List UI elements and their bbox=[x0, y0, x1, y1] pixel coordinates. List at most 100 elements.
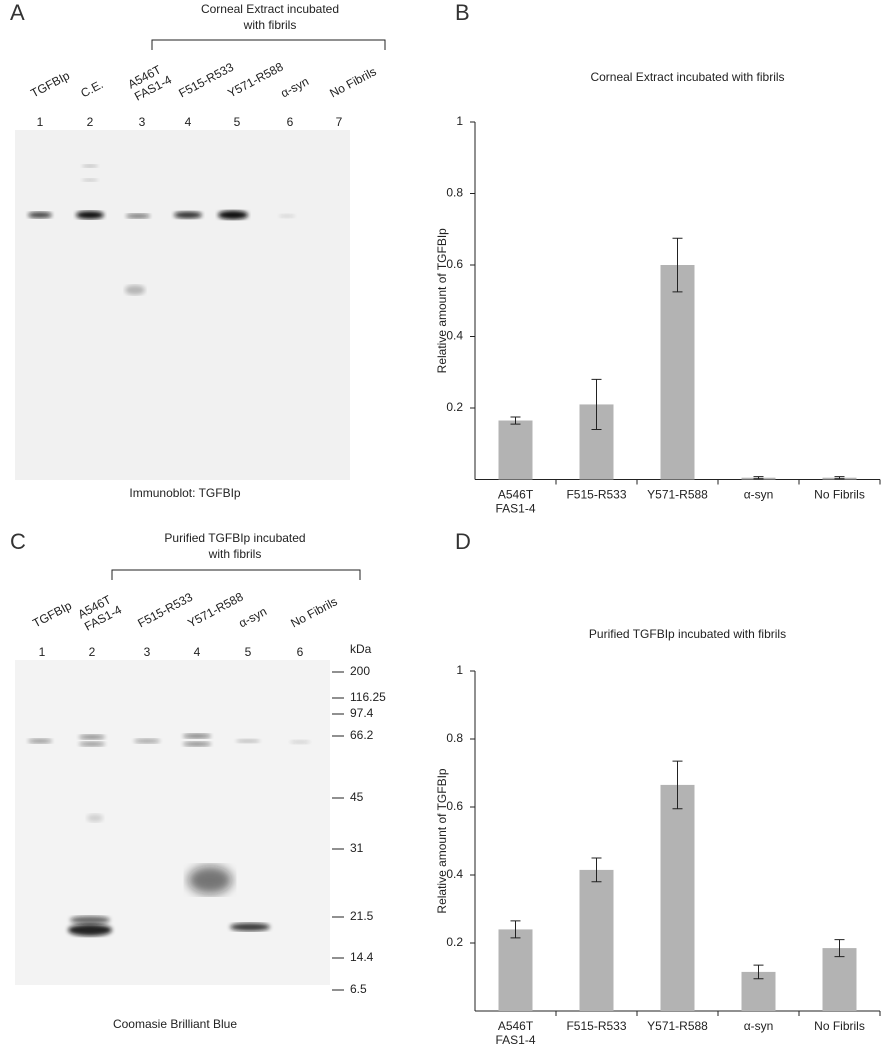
marker-label: 6.5 bbox=[350, 982, 367, 996]
lane-label: Y571-R588 bbox=[185, 589, 245, 630]
bar bbox=[660, 265, 695, 480]
panel-letter: D bbox=[455, 529, 471, 554]
lane-number: 5 bbox=[234, 115, 241, 129]
gel-band bbox=[174, 211, 202, 219]
lane-number: 3 bbox=[139, 115, 146, 129]
lane-label: A546TFAS1-4 bbox=[126, 60, 175, 103]
bracket bbox=[151, 39, 386, 50]
error-bar bbox=[753, 476, 764, 480]
error-bar bbox=[510, 920, 521, 939]
error-bar bbox=[834, 939, 845, 958]
lane-number: 3 bbox=[144, 645, 151, 659]
gel-band bbox=[79, 741, 105, 747]
gel-band bbox=[279, 214, 295, 218]
marker-unit: kDa bbox=[350, 642, 372, 656]
x-tick-label: α-syn bbox=[744, 1019, 774, 1033]
bar bbox=[498, 929, 533, 1011]
chart-title: Corneal Extract incubated with fibrils bbox=[590, 70, 784, 84]
chart-title: Purified TGFBIp incubated with fibrils bbox=[589, 627, 786, 641]
x-tick-label: Y571-R588 bbox=[647, 1019, 708, 1033]
gel-band bbox=[125, 285, 145, 295]
panel-letter: A bbox=[10, 0, 25, 25]
y-tick-label: 0.4 bbox=[446, 867, 463, 881]
marker-label: 31 bbox=[350, 841, 364, 855]
lane-label: α-syn bbox=[236, 604, 269, 630]
gel-band bbox=[76, 211, 104, 219]
gel-band bbox=[70, 916, 110, 924]
gel-band bbox=[134, 738, 160, 744]
x-tick-label: No Fibrils bbox=[814, 488, 865, 502]
lane-number: 7 bbox=[336, 115, 343, 129]
error-bar bbox=[834, 476, 845, 480]
y-tick-label: 1 bbox=[456, 663, 463, 677]
gel-band bbox=[28, 738, 52, 744]
panel-letter: C bbox=[10, 529, 26, 554]
marker-label: 200 bbox=[350, 664, 370, 678]
bracket-label: with fibrils bbox=[243, 18, 297, 32]
lane-number: 6 bbox=[287, 115, 294, 129]
gel-band bbox=[79, 734, 105, 740]
bracket-label: Purified TGFBIp incubated bbox=[164, 531, 305, 545]
lane-number: 4 bbox=[185, 115, 192, 129]
x-tick-label: α-syn bbox=[744, 488, 774, 502]
gel-band bbox=[87, 814, 103, 822]
gel-band bbox=[82, 164, 98, 168]
lane-label: F515-R533 bbox=[176, 60, 236, 101]
x-tick-label: No Fibrils bbox=[814, 1019, 865, 1033]
error-bar bbox=[672, 237, 683, 293]
bracket bbox=[111, 569, 361, 580]
gel-band bbox=[236, 739, 260, 743]
lane-label: Y571-R588 bbox=[225, 59, 285, 100]
y-tick-label: 0.4 bbox=[446, 329, 463, 343]
lane-label: TGFBIp bbox=[30, 598, 74, 630]
marker-label: 14.4 bbox=[350, 950, 374, 964]
bracket-label: Corneal Extract incubated bbox=[201, 2, 339, 16]
y-tick-label: 0.6 bbox=[446, 799, 463, 813]
lane-number: 6 bbox=[297, 645, 304, 659]
lane-label: F515-R533 bbox=[135, 590, 195, 631]
y-tick-label: 0.6 bbox=[446, 257, 463, 271]
bar bbox=[822, 948, 857, 1011]
marker-label: 116.25 bbox=[350, 690, 386, 704]
x-tick-label: A546T FAS1-4 bbox=[495, 1019, 535, 1047]
gel-c-image bbox=[15, 660, 330, 985]
x-tick-label: F515-R533 bbox=[566, 488, 626, 502]
gel-caption: Immunoblot: TGFBIp bbox=[129, 486, 240, 500]
gel-band bbox=[68, 924, 112, 936]
y-tick-label: 1 bbox=[456, 114, 463, 128]
marker-label: 66.2 bbox=[350, 728, 374, 742]
x-tick-label: F515-R533 bbox=[566, 1019, 626, 1033]
lane-number: 4 bbox=[194, 645, 201, 659]
panel-letter: B bbox=[455, 0, 470, 25]
lane-number: 5 bbox=[245, 645, 252, 659]
y-tick-label: 0.2 bbox=[446, 400, 463, 414]
lane-label: No Fibrils bbox=[288, 594, 339, 630]
gel-band bbox=[230, 923, 270, 931]
error-bar bbox=[591, 378, 602, 430]
marker-label: 97.4 bbox=[350, 706, 374, 720]
y-axis-label: Relative amount of TGFBIp bbox=[435, 228, 449, 374]
bar bbox=[498, 420, 533, 480]
lane-label: α-syn bbox=[278, 74, 311, 100]
bar bbox=[579, 869, 614, 1011]
lane-label: No Fibrils bbox=[327, 64, 378, 100]
gel-band bbox=[183, 741, 211, 747]
lane-label: TGFBIp bbox=[28, 68, 72, 100]
lane-number: 2 bbox=[87, 115, 94, 129]
gel-band bbox=[28, 212, 52, 218]
y-tick-label: 0.8 bbox=[446, 186, 463, 200]
gel-band bbox=[218, 210, 248, 220]
x-tick-label: A546T FAS1-4 bbox=[495, 488, 535, 516]
lane-number: 1 bbox=[39, 645, 46, 659]
lane-label: C.E. bbox=[78, 77, 105, 100]
error-bar bbox=[591, 857, 602, 883]
gel-band bbox=[183, 733, 211, 739]
gel-band bbox=[126, 213, 150, 219]
gel-band bbox=[82, 178, 98, 182]
gel-caption: Coomasie Brilliant Blue bbox=[113, 1017, 237, 1031]
lane-number: 2 bbox=[89, 645, 96, 659]
error-bar bbox=[510, 416, 521, 425]
marker-label: 45 bbox=[350, 790, 364, 804]
gel-band bbox=[290, 740, 310, 744]
